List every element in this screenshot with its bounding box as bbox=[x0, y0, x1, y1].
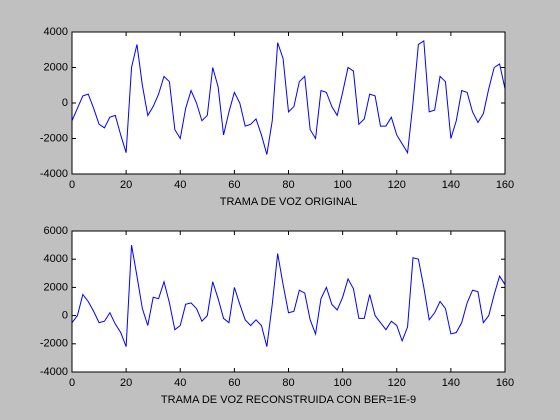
y-tick-label: 6000 bbox=[44, 225, 68, 237]
x-tick-label: 60 bbox=[228, 179, 240, 191]
axes-background bbox=[72, 231, 505, 372]
y-tick-label: -2000 bbox=[40, 132, 68, 144]
x-tick-label: 80 bbox=[282, 179, 294, 191]
x-tick-label: 80 bbox=[282, 377, 294, 389]
y-tick-label: -4000 bbox=[40, 366, 68, 378]
x-tick-label: 20 bbox=[120, 179, 132, 191]
x-tick-label: 20 bbox=[120, 377, 132, 389]
x-tick-label: 140 bbox=[442, 179, 460, 191]
y-tick-label: 0 bbox=[62, 310, 68, 322]
y-tick-label: -4000 bbox=[40, 168, 68, 180]
y-tick-label: 2000 bbox=[44, 281, 68, 293]
axes-background bbox=[72, 32, 505, 174]
x-axis-label: TRAMA DE VOZ RECONSTRUIDA CON BER=1E-9 bbox=[161, 394, 416, 406]
x-tick-label: 120 bbox=[388, 179, 406, 191]
y-tick-label: 2000 bbox=[44, 61, 68, 73]
x-tick-label: 40 bbox=[174, 377, 186, 389]
x-axis-label: TRAMA DE VOZ ORIGINAL bbox=[220, 196, 358, 208]
data-line bbox=[71, 39, 506, 155]
y-tick-label: 4000 bbox=[44, 26, 68, 38]
x-tick-label: 100 bbox=[333, 377, 351, 389]
x-tick-label: 160 bbox=[496, 179, 514, 191]
x-tick-label: 60 bbox=[228, 377, 240, 389]
x-tick-label: 100 bbox=[333, 179, 351, 191]
x-tick-label: 40 bbox=[174, 179, 186, 191]
x-tick-label: 160 bbox=[496, 377, 514, 389]
y-tick-label: 4000 bbox=[44, 253, 68, 265]
x-tick-label: 0 bbox=[69, 377, 75, 389]
x-tick-label: 140 bbox=[442, 377, 460, 389]
y-tick-label: -2000 bbox=[40, 338, 68, 350]
y-tick-label: 0 bbox=[62, 97, 68, 109]
data-line bbox=[71, 245, 506, 347]
x-tick-label: 120 bbox=[388, 377, 406, 389]
x-tick-label: 0 bbox=[69, 179, 75, 191]
